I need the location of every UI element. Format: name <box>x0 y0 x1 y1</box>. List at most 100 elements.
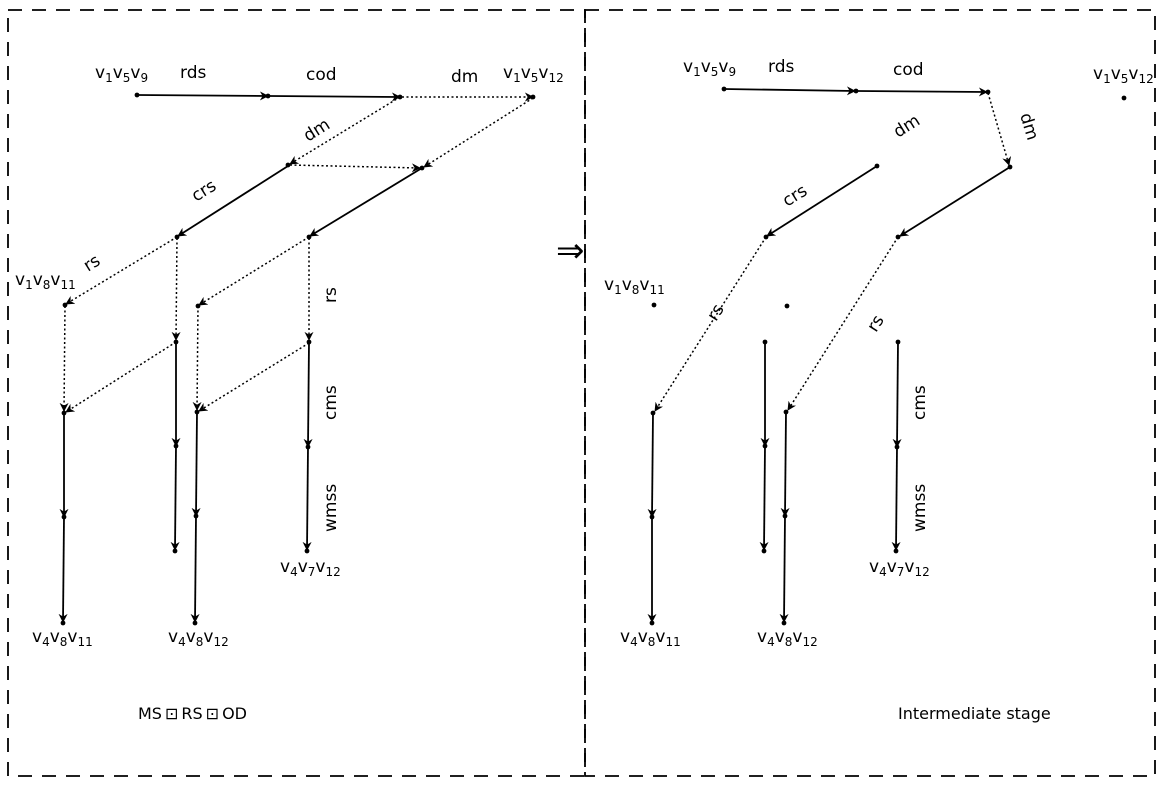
right-edge-vert-2b <box>759 445 769 551</box>
left-label-bottom-right: v4v7v12 <box>280 557 341 579</box>
left-dot-v-3 <box>59 305 69 412</box>
right-node <box>650 410 656 416</box>
left-edge-cms <box>303 341 313 448</box>
left-nodes <box>60 92 536 626</box>
left-label-top-end: v1v5v12 <box>503 63 564 85</box>
left-node <box>174 234 180 240</box>
right-label-top-start: v1v5v9 <box>683 57 736 79</box>
left-node <box>530 94 536 100</box>
right-node <box>895 234 901 240</box>
right-edge-crs-2 <box>899 166 1011 237</box>
left-node <box>173 339 179 345</box>
right-node <box>762 339 768 345</box>
right-node <box>893 548 899 554</box>
left-node <box>172 548 178 554</box>
right-edge-label-cms: cms <box>910 385 930 420</box>
left-edge-cod <box>269 92 401 102</box>
right-edge-label-rs-a: rs <box>703 300 728 324</box>
left-node <box>306 339 312 345</box>
right-label-mid-left: v1v8v11 <box>604 275 665 297</box>
left-edge-label-cms: cms <box>321 385 341 420</box>
right-node <box>784 303 790 309</box>
left-dot-cross-2 <box>198 342 310 412</box>
left-edge-vert-3a <box>191 411 201 517</box>
left-edge-vert-3b <box>190 515 200 623</box>
right-label-bottom-mid: v4v8v12 <box>757 627 818 649</box>
left-node <box>192 620 198 626</box>
left-node <box>306 234 312 240</box>
right-edge-cms <box>892 341 902 448</box>
right-edge-label-cod: cod <box>893 60 924 80</box>
right-node <box>782 513 788 519</box>
left-panel <box>58 91 534 623</box>
left-node <box>419 165 425 171</box>
left-dot-cross-1 <box>65 341 177 413</box>
right-edge-cod <box>856 87 988 97</box>
right-node <box>894 444 900 450</box>
right-label-bottom-left: v4v8v11 <box>620 627 681 649</box>
left-node <box>193 513 199 519</box>
left-edge-label-dm-top: dm <box>451 67 478 87</box>
left-edge-vert-1b <box>58 516 68 623</box>
left-edge-rds <box>136 91 269 101</box>
right-node <box>1007 164 1013 170</box>
left-label-bottom-left: v4v8v11 <box>32 627 93 649</box>
left-edge-crs-2 <box>309 167 423 237</box>
left-dot-dm-diag-1 <box>289 96 401 165</box>
right-panel-caption: Intermediate stage <box>898 704 1051 723</box>
left-edge-crs-1 <box>177 165 289 237</box>
left-label-bottom-mid: v4v8v12 <box>168 627 229 649</box>
right-edge-label-dm-b: dm <box>1015 111 1042 143</box>
right-panel-frame <box>584 9 1156 777</box>
left-node <box>62 302 68 308</box>
right-panel <box>647 86 1012 623</box>
transition-arrow: ⇒ <box>556 231 585 271</box>
right-node <box>761 548 767 554</box>
right-edge-vert-3b <box>779 515 789 623</box>
left-label-mid-left: v1v8v11 <box>15 270 76 292</box>
right-label-bottom-right: v4v7v12 <box>869 557 930 579</box>
left-node <box>60 620 66 626</box>
right-edge-label-dm-a: dm <box>890 111 924 142</box>
left-dot-rs-1 <box>65 236 178 305</box>
left-edge-label-rs-vert: rs <box>321 287 341 303</box>
right-dot-dm <box>987 92 1012 166</box>
right-node <box>762 443 768 449</box>
right-edge-rds <box>723 86 856 96</box>
right-node <box>874 163 880 169</box>
left-node <box>265 93 271 99</box>
right-node <box>763 234 769 240</box>
right-node <box>783 409 789 415</box>
right-edge-vert-1a <box>647 412 657 518</box>
left-edge-label-crs: crs <box>188 176 220 206</box>
left-dot-rs-2 <box>198 236 310 306</box>
left-node <box>195 303 201 309</box>
right-edge-wmss <box>891 446 901 551</box>
right-node <box>895 339 901 345</box>
right-node <box>649 514 655 520</box>
right-node <box>781 620 787 626</box>
right-node <box>853 88 859 94</box>
left-node <box>61 514 67 520</box>
right-edge-label-rs-b: rs <box>863 311 888 335</box>
left-edge-label-rds: rds <box>180 63 206 83</box>
right-label-top-end: v1v5v12 <box>1093 64 1154 86</box>
left-node <box>134 92 140 98</box>
right-edge-label-rds: rds <box>768 57 794 77</box>
left-node <box>61 410 67 416</box>
left-node <box>173 443 179 449</box>
right-edge-label-wmss: wmss <box>910 484 930 532</box>
left-edge-wmss <box>302 446 312 551</box>
left-edge-label-wmss: wmss <box>321 484 341 532</box>
left-label-top-start: v1v5v9 <box>95 63 148 85</box>
right-nodes <box>649 86 1127 626</box>
right-edge-label-crs: crs <box>779 181 811 211</box>
left-node <box>285 162 291 168</box>
right-edge-crs-1 <box>766 165 878 237</box>
right-node <box>649 620 655 626</box>
left-edge-label-rs-diag: rs <box>80 251 104 276</box>
left-dot-dm-horiz <box>289 163 421 173</box>
left-dot-v-1 <box>171 237 181 341</box>
